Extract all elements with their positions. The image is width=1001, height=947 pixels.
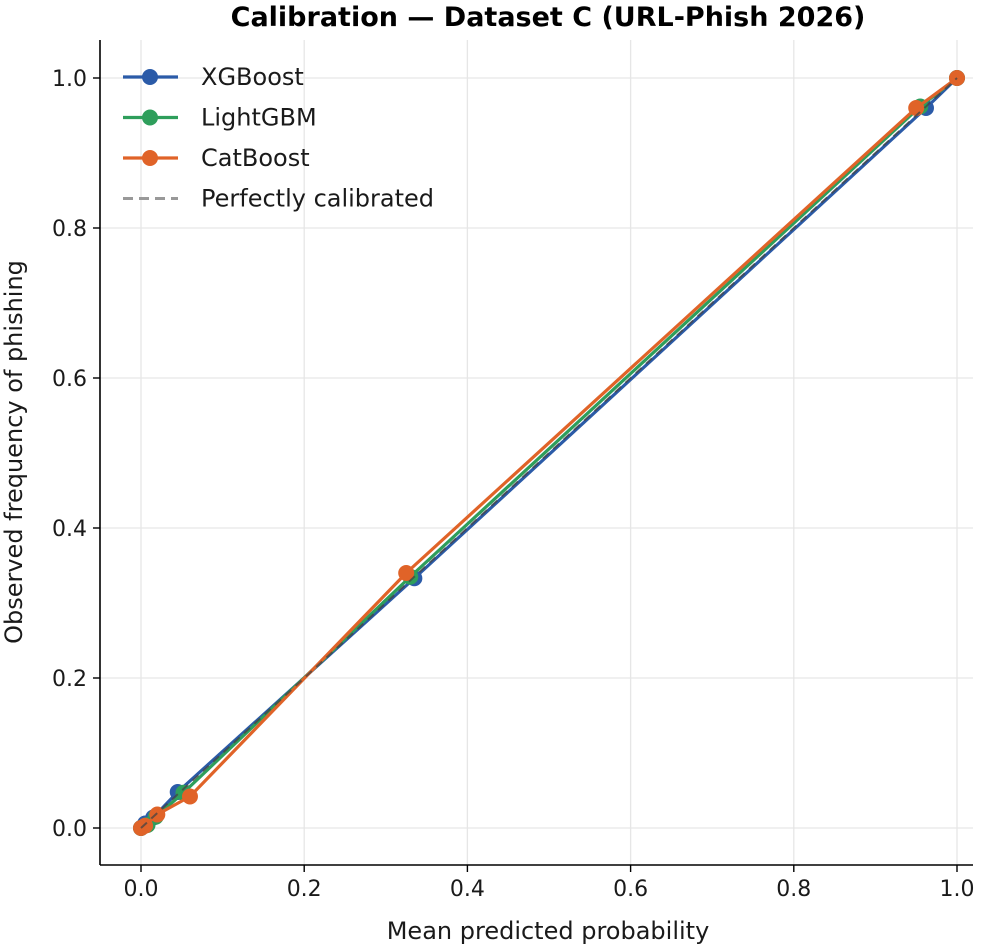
series-point-catboost: [181, 788, 198, 805]
y-tick-label: 0.0: [52, 817, 87, 842]
legend-label: LightGBM: [201, 104, 317, 132]
legend-label: XGBoost: [201, 63, 304, 91]
series-point-catboost: [137, 817, 154, 834]
x-tick-label: 0.6: [613, 877, 648, 902]
y-tick-label: 1.0: [52, 67, 87, 92]
series-point-catboost: [908, 100, 925, 116]
y-tick-label: 0.6: [52, 367, 87, 392]
x-tick-label: 0.2: [287, 877, 322, 902]
legend-label: CatBoost: [201, 144, 310, 172]
y-tick-label: 0.4: [52, 517, 87, 542]
series-layer: [133, 70, 965, 836]
reference-line: [140, 77, 958, 829]
y-tick-label: 0.8: [52, 217, 87, 242]
chart-title: Calibration — Dataset C (URL-Phish 2026): [231, 2, 866, 33]
legend-marker: [142, 69, 158, 85]
x-tick-label: 0.4: [450, 877, 485, 902]
x-axis-label: Mean predicted probability: [387, 917, 710, 945]
y-tick-label: 0.2: [52, 667, 87, 692]
y-axis-label: Observed frequency of phishing: [0, 260, 28, 644]
series-point-catboost: [398, 565, 415, 581]
legend-label: Perfectly calibrated: [201, 185, 434, 213]
x-tick-label: 1.0: [940, 877, 975, 902]
legend-marker: [142, 150, 158, 166]
ticks: 0.0 0.2 0.4 0.6 0.8 1.0 0.0 0.2 0.4 0.6 0.8 1.0: [52, 67, 975, 902]
legend-marker: [142, 109, 158, 126]
legend: XGBoost LightGBM CatBoost Perfectly calibra…: [123, 63, 434, 213]
grid: [100, 40, 973, 865]
series-point-catboost: [149, 806, 166, 823]
x-tick-label: 0.0: [124, 877, 159, 902]
x-tick-label: 0.8: [776, 877, 811, 902]
